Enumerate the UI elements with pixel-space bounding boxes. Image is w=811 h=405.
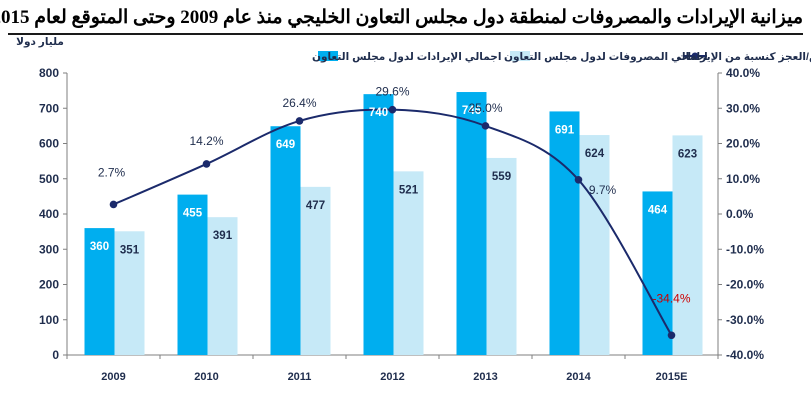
expenditure-value-label: 623 bbox=[678, 148, 697, 160]
revenue-bar bbox=[456, 92, 487, 355]
legend-label: اجمالي الإيرادات لدول مجلس التعاون bbox=[312, 51, 501, 63]
ratio-value-label: 26.4% bbox=[282, 96, 316, 110]
ratio-value-label: 14.2% bbox=[189, 134, 223, 148]
x-tick-label: 2014 bbox=[566, 371, 591, 383]
revenue-value-label: 649 bbox=[276, 139, 295, 151]
expenditure-bar bbox=[393, 171, 424, 355]
legend-line-marker bbox=[691, 52, 699, 60]
y2-tick-label: -30.0% bbox=[726, 313, 764, 327]
y2-tick-label: 0.0% bbox=[726, 207, 754, 221]
revenue-value-label: 691 bbox=[555, 124, 575, 136]
surplus-deficit-point bbox=[574, 176, 583, 184]
expenditure-bar bbox=[486, 157, 517, 355]
revenue-bar bbox=[363, 94, 394, 356]
expenditure-bar bbox=[579, 135, 610, 355]
surplus-deficit-point bbox=[481, 122, 490, 130]
expenditure-bar bbox=[207, 217, 238, 355]
y-tick-label: 500 bbox=[39, 172, 59, 186]
ratio-value-label: 9.7% bbox=[589, 183, 617, 197]
revenue-bar bbox=[84, 228, 115, 355]
y2-tick-label: 40.0% bbox=[726, 66, 760, 80]
y-tick-label: 300 bbox=[39, 242, 59, 256]
expenditure-bar bbox=[300, 186, 331, 355]
revenue-value-label: 360 bbox=[90, 241, 109, 253]
surplus-deficit-point bbox=[667, 331, 676, 340]
y2-tick-label: -40.0% bbox=[726, 348, 764, 362]
expenditure-value-label: 521 bbox=[399, 184, 419, 196]
y-tick-label: 400 bbox=[39, 207, 59, 221]
x-tick-label: 2015E bbox=[656, 371, 688, 383]
y-tick-label: 800 bbox=[39, 66, 59, 80]
revenue-value-label: 464 bbox=[648, 204, 668, 216]
y2-tick-label: 30.0% bbox=[726, 101, 760, 115]
y2-tick-label: 20.0% bbox=[726, 137, 760, 151]
revenue-bar bbox=[270, 126, 301, 355]
expenditure-value-label: 559 bbox=[492, 171, 511, 183]
revenue-value-label: 455 bbox=[183, 208, 203, 220]
x-tick-label: 2012 bbox=[380, 371, 404, 383]
y2-tick-label: -10.0% bbox=[726, 242, 764, 256]
y-axis-unit-label: مليار دولا bbox=[16, 36, 64, 48]
chart-axes: 0 100 200 300 400 500 600 700 800 40.0% 30.0% 20.0%… bbox=[39, 66, 764, 383]
x-tick-label: 2013 bbox=[473, 371, 497, 383]
y-tick-label: 100 bbox=[39, 313, 59, 327]
surplus-deficit-point bbox=[388, 105, 397, 114]
legend-label: اجمالي المصروفات لدول مجلس التعاون bbox=[504, 51, 708, 63]
data-labels: 360 351 2.7% 455 391 14.2% 649 477 26.4% 740 521 29… bbox=[90, 85, 697, 306]
legend-bar-swatch bbox=[510, 51, 530, 61]
surplus-deficit-point bbox=[202, 160, 211, 168]
revenue-bar bbox=[549, 111, 580, 355]
expenditure-bar bbox=[672, 135, 703, 355]
y-tick-label: 700 bbox=[39, 101, 59, 115]
line-series bbox=[109, 105, 676, 340]
ratio-value-label: 25.0% bbox=[468, 101, 502, 115]
legend-bar-swatch bbox=[318, 51, 338, 61]
bar-series bbox=[84, 92, 703, 356]
expenditure-value-label: 477 bbox=[306, 200, 325, 212]
revenue-bar bbox=[177, 194, 208, 355]
expenditure-value-label: 391 bbox=[213, 230, 233, 242]
expenditure-bar bbox=[114, 231, 145, 355]
x-tick-label: 2009 bbox=[101, 371, 125, 383]
revenue-value-label: 746 bbox=[462, 105, 481, 117]
ratio-value-label: 29.6% bbox=[375, 85, 409, 99]
ratio-value-label: -34.4% bbox=[652, 291, 690, 305]
x-tick-label: 2011 bbox=[288, 371, 312, 383]
surplus-deficit-point bbox=[295, 117, 304, 125]
title-underline bbox=[8, 33, 803, 35]
legend-label: الفائض/العجز كنسبة من الإيرادات bbox=[677, 51, 811, 63]
y2-tick-label: 10.0% bbox=[726, 172, 760, 186]
expenditure-value-label: 351 bbox=[120, 244, 140, 256]
y-tick-label: 600 bbox=[39, 137, 59, 151]
y-tick-label: 200 bbox=[39, 278, 59, 292]
chart-title: ميزانية الإيرادات والمصروفات لمنطقة دول … bbox=[0, 7, 803, 28]
surplus-deficit-point bbox=[109, 200, 118, 209]
expenditure-value-label: 624 bbox=[585, 148, 605, 160]
ratio-value-label: 2.7% bbox=[98, 165, 126, 179]
x-tick-label: 2010 bbox=[194, 371, 218, 383]
y-tick-label: 0 bbox=[52, 348, 59, 362]
revenue-value-label: 740 bbox=[369, 107, 388, 119]
y2-tick-label: -20.0% bbox=[726, 278, 764, 292]
